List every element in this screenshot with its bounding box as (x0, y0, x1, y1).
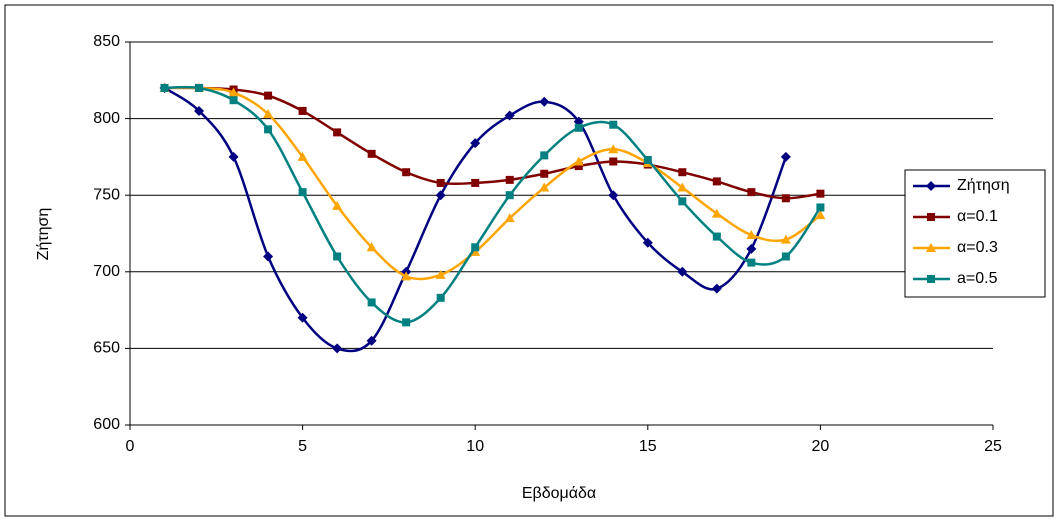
point-marker (539, 96, 550, 107)
point-marker (263, 109, 274, 119)
point-marker (746, 243, 757, 254)
point-marker (712, 177, 721, 186)
point-marker (540, 151, 549, 160)
point-marker (333, 128, 342, 137)
point-marker (677, 182, 688, 192)
point-marker (471, 243, 480, 252)
point-marker (781, 194, 790, 203)
point-marker (229, 96, 238, 105)
point-marker (332, 343, 343, 354)
point-marker (436, 178, 445, 187)
point-marker (816, 203, 825, 212)
point-marker (297, 151, 308, 161)
point-marker (228, 87, 239, 97)
point-marker (471, 178, 480, 187)
point-marker (678, 197, 687, 206)
chart-border (4, 4, 1054, 517)
x-tick-label: 15 (639, 438, 657, 455)
y-tick-label: 850 (93, 33, 120, 50)
point-marker (746, 230, 757, 240)
point-marker (264, 125, 273, 134)
point-marker (816, 189, 825, 198)
x-tick-label: 0 (126, 438, 135, 455)
point-marker (401, 271, 412, 281)
x-tick-label: 10 (466, 438, 484, 455)
point-marker (678, 168, 687, 177)
point-marker (402, 318, 411, 327)
point-marker (609, 120, 618, 129)
point-marker (780, 234, 791, 244)
point-marker (643, 155, 652, 164)
y-tick-label: 750 (93, 186, 120, 203)
point-marker (747, 188, 756, 197)
point-marker (367, 149, 376, 158)
point-marker (711, 208, 722, 218)
point-marker (470, 138, 481, 149)
legend-marker (926, 243, 936, 252)
x-tick-label: 20 (812, 438, 830, 455)
point-marker (298, 188, 307, 197)
point-marker (470, 246, 481, 256)
point-marker (711, 283, 722, 294)
point-marker (298, 106, 307, 115)
point-marker (366, 242, 377, 252)
x-tick-label: 25 (984, 438, 1002, 455)
legend-label: Ζήτηση (957, 177, 1010, 194)
y-tick-label: 600 (93, 416, 120, 433)
legend-label: α=0.3 (957, 239, 998, 256)
point-marker (435, 269, 446, 279)
y-tick-label: 650 (93, 340, 120, 357)
point-marker (367, 298, 376, 307)
point-marker (574, 123, 583, 132)
point-marker (609, 157, 618, 166)
point-marker (504, 213, 515, 223)
point-marker (677, 266, 688, 277)
point-marker (574, 162, 583, 171)
point-marker (747, 258, 756, 267)
point-marker (160, 83, 169, 92)
point-marker (815, 210, 826, 220)
point-marker (297, 312, 308, 323)
point-marker (573, 156, 584, 166)
series-line (164, 85, 822, 324)
x-axis-title: Εβδομάδα (522, 485, 596, 502)
legend-marker (927, 275, 935, 283)
legend-marker (926, 181, 936, 191)
point-marker (194, 105, 205, 116)
point-marker (264, 91, 273, 100)
point-marker (504, 110, 515, 121)
point-marker (402, 168, 411, 177)
point-marker (436, 293, 445, 302)
point-marker (333, 252, 342, 261)
y-tick-label: 700 (93, 263, 120, 280)
point-marker (642, 237, 653, 248)
point-marker (366, 335, 377, 346)
point-marker (712, 232, 721, 241)
point-marker (505, 175, 514, 184)
y-axis-title: Ζήτηση (35, 208, 52, 261)
point-marker (505, 191, 514, 200)
point-marker (228, 151, 239, 162)
x-tick-label: 5 (298, 438, 307, 455)
point-marker (608, 144, 619, 154)
point-marker (780, 151, 791, 162)
legend-marker (927, 213, 935, 221)
point-marker (263, 251, 274, 262)
point-marker (539, 182, 550, 192)
point-marker (435, 190, 446, 201)
legend-label: α=0.1 (957, 208, 998, 225)
point-marker (781, 252, 790, 261)
point-marker (540, 169, 549, 178)
point-marker (608, 190, 619, 201)
legend-label: a=0.5 (957, 270, 998, 287)
y-tick-label: 800 (93, 110, 120, 127)
point-marker (195, 83, 204, 92)
point-marker (332, 200, 343, 210)
